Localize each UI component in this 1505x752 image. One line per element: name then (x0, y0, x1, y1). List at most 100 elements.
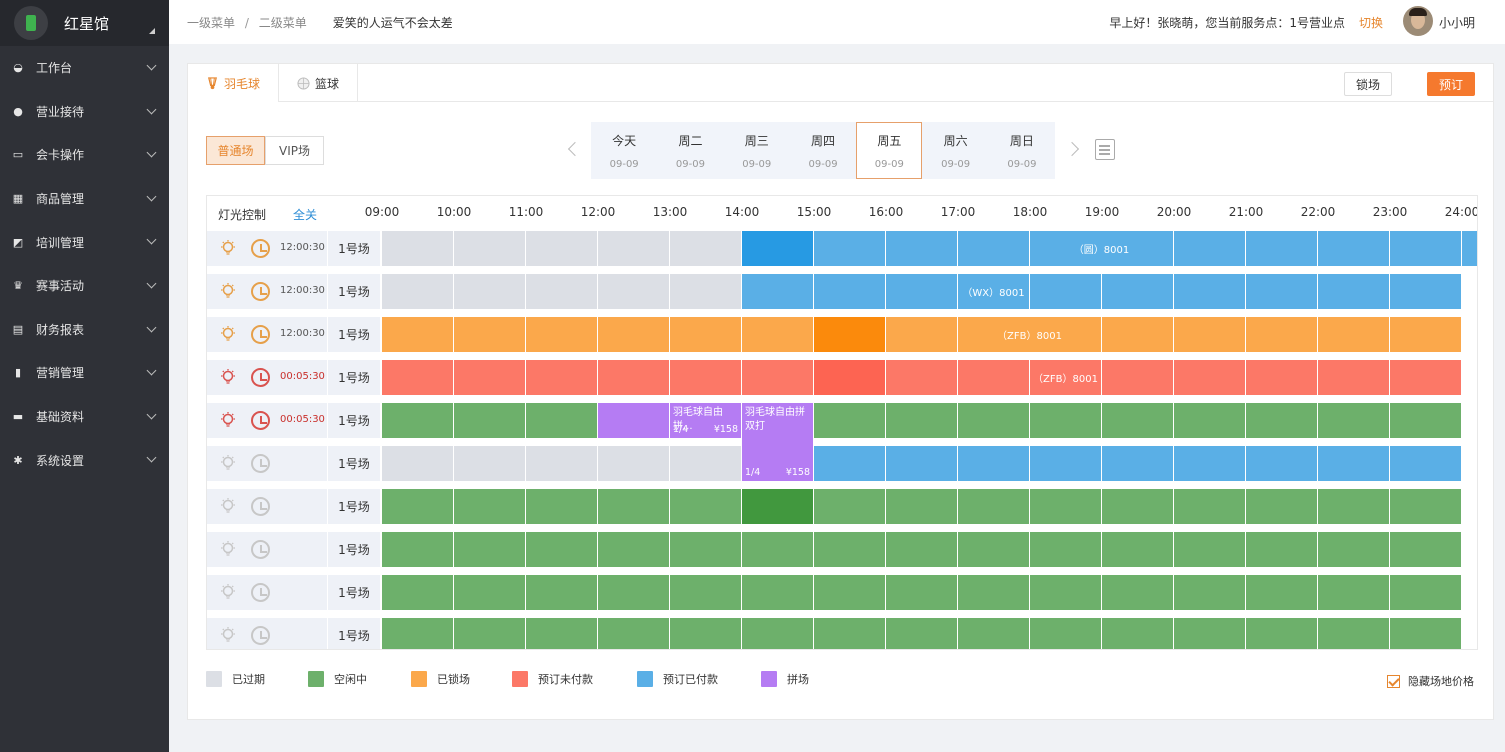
time-slot[interactable] (1390, 489, 1462, 524)
sidebar-item-0[interactable]: ◒ 工作台 (0, 46, 169, 90)
checkbox-icon[interactable] (1387, 674, 1400, 688)
tab-basketball[interactable]: 篮球 (279, 64, 359, 102)
time-slot[interactable] (454, 360, 526, 395)
time-slot[interactable] (814, 403, 886, 438)
time-slot[interactable] (1102, 274, 1174, 309)
sidebar-item-5[interactable]: ♛ 赛事活动 (0, 264, 169, 308)
time-slot[interactable] (1246, 489, 1318, 524)
time-slot[interactable] (1246, 360, 1318, 395)
time-slot[interactable] (886, 317, 958, 352)
light-bulb-icon[interactable] (219, 454, 237, 472)
time-slot[interactable] (526, 231, 598, 266)
time-slot[interactable] (1390, 403, 1462, 438)
sidebar-item-3[interactable]: ▦ 商品管理 (0, 177, 169, 221)
time-slot[interactable] (814, 446, 886, 481)
time-slot[interactable] (958, 231, 1030, 266)
time-slot[interactable] (1390, 446, 1462, 481)
time-slot[interactable] (814, 575, 886, 610)
time-slot[interactable] (742, 274, 814, 309)
clock-icon[interactable] (251, 497, 270, 516)
time-slot[interactable] (382, 489, 454, 524)
time-slot[interactable] (598, 618, 670, 649)
time-slot[interactable] (382, 446, 454, 481)
time-slot[interactable] (598, 403, 670, 438)
time-slot[interactable] (958, 489, 1030, 524)
time-slot[interactable] (598, 489, 670, 524)
time-slot[interactable] (958, 532, 1030, 567)
time-slot[interactable] (1318, 532, 1390, 567)
sidebar-item-2[interactable]: ▭ 会卡操作 (0, 133, 169, 177)
light-bulb-icon[interactable] (219, 583, 237, 601)
time-slot[interactable]: （WX）8001 (958, 274, 1030, 309)
time-slot[interactable] (1174, 403, 1246, 438)
time-slot[interactable] (1318, 360, 1390, 395)
time-slot[interactable] (382, 532, 454, 567)
time-slot[interactable] (670, 317, 742, 352)
sidebar-item-4[interactable]: ◩ 培训管理 (0, 220, 169, 264)
time-slot[interactable] (1318, 446, 1390, 481)
time-slot[interactable] (1246, 403, 1318, 438)
time-slot[interactable] (1246, 618, 1318, 649)
time-slot[interactable] (742, 532, 814, 567)
switch-link[interactable]: 切换 (1358, 16, 1383, 30)
time-slot[interactable] (1174, 274, 1246, 309)
light-bulb-icon[interactable] (219, 282, 237, 300)
time-slot[interactable] (1318, 489, 1390, 524)
next-week-arrow-icon[interactable] (1064, 141, 1080, 157)
caret-icon[interactable] (149, 28, 155, 34)
time-slot[interactable] (454, 618, 526, 649)
time-slot[interactable] (1174, 618, 1246, 649)
time-slot[interactable] (1246, 532, 1318, 567)
light-bulb-icon[interactable] (219, 411, 237, 429)
time-slot[interactable] (742, 489, 814, 524)
date-cell[interactable]: 周四 09-09 (790, 122, 856, 179)
time-slot[interactable] (1174, 231, 1246, 266)
time-slot[interactable] (1174, 489, 1246, 524)
time-slot[interactable] (382, 231, 454, 266)
time-slot[interactable] (1102, 532, 1174, 567)
time-slot[interactable] (958, 360, 1030, 395)
sidebar-item-7[interactable]: ▮ 营销管理 (0, 351, 169, 395)
time-slot[interactable]: 羽毛球自由拼双打 1/4 ¥158 (742, 403, 814, 481)
time-slot[interactable] (886, 231, 958, 266)
time-slot[interactable] (1246, 231, 1318, 266)
time-slot[interactable] (958, 618, 1030, 649)
time-slot[interactable] (814, 360, 886, 395)
light-bulb-icon[interactable] (219, 368, 237, 386)
time-slot[interactable] (1462, 231, 1477, 266)
time-slot[interactable] (670, 489, 742, 524)
time-slot[interactable]: （圆）8001 (1030, 231, 1174, 266)
time-slot[interactable]: 羽毛球自由拼... 1/4 ¥158 (670, 403, 742, 438)
clock-icon[interactable] (251, 626, 270, 645)
time-slot[interactable] (1390, 231, 1462, 266)
time-slot[interactable] (454, 231, 526, 266)
time-slot[interactable] (454, 446, 526, 481)
time-slot[interactable] (526, 317, 598, 352)
time-slot[interactable] (1102, 489, 1174, 524)
time-slot[interactable] (742, 575, 814, 610)
time-slot[interactable] (670, 231, 742, 266)
time-slot[interactable] (1030, 532, 1102, 567)
time-slot[interactable] (1246, 446, 1318, 481)
time-slot[interactable] (1246, 575, 1318, 610)
breadcrumb-level2[interactable]: 二级菜单 (258, 15, 307, 30)
date-cell[interactable]: 今天 09-09 (591, 122, 657, 179)
clock-icon[interactable] (251, 368, 270, 387)
time-slot[interactable] (526, 403, 598, 438)
time-slot[interactable] (742, 231, 814, 266)
time-slot[interactable] (1174, 360, 1246, 395)
time-slot[interactable] (886, 489, 958, 524)
time-slot[interactable] (454, 532, 526, 567)
time-slot[interactable] (814, 317, 886, 352)
time-slot[interactable] (382, 274, 454, 309)
time-slot[interactable] (1102, 360, 1174, 395)
time-slot[interactable] (958, 575, 1030, 610)
time-slot[interactable] (1174, 532, 1246, 567)
time-slot[interactable] (454, 317, 526, 352)
date-cell[interactable]: 周六 09-09 (922, 122, 988, 179)
book-button[interactable]: 预订 (1427, 72, 1475, 96)
date-cell[interactable]: 周日 09-09 (989, 122, 1055, 179)
all-off-button[interactable]: 全关 (293, 208, 318, 222)
time-slot[interactable] (1030, 489, 1102, 524)
time-slot[interactable] (670, 575, 742, 610)
